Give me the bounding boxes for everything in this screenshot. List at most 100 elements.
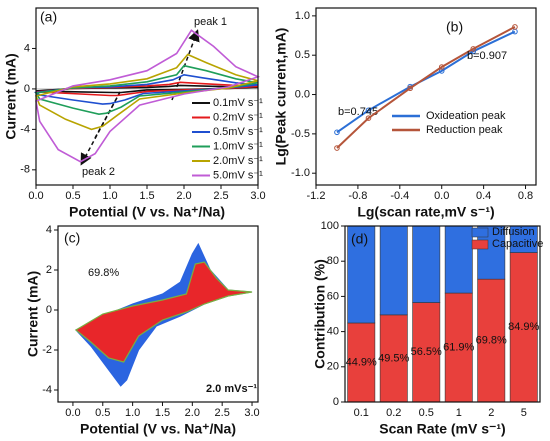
value-label: 56.5% bbox=[411, 346, 442, 358]
plot-frame bbox=[344, 225, 541, 403]
annotation: peak 1 bbox=[194, 16, 227, 28]
x-tick-label: 3.0 bbox=[250, 190, 265, 202]
legend-label: Reduction peak bbox=[426, 124, 503, 136]
panel-label: (d) bbox=[351, 231, 368, 247]
panel-label: (b) bbox=[446, 19, 463, 35]
x-tick-label: -0.4 bbox=[390, 190, 409, 202]
x-tick-label: 1.5 bbox=[139, 190, 154, 202]
y-tick-label: 4 bbox=[46, 224, 52, 236]
x-tick-label: 0.5 bbox=[65, 190, 80, 202]
cv-curve bbox=[34, 53, 259, 131]
plot-frame bbox=[315, 7, 537, 186]
y-tick-label: 80 bbox=[327, 255, 339, 267]
y-tick-label: 0 bbox=[333, 396, 339, 408]
x-tick-label: 2.0 bbox=[176, 190, 191, 202]
y-tick-label: 0 bbox=[24, 83, 30, 95]
x-tick-label: 5 bbox=[521, 407, 527, 419]
cv-curve bbox=[34, 64, 259, 116]
point bbox=[470, 46, 477, 52]
point bbox=[407, 85, 413, 92]
y-tick-label: 40 bbox=[327, 326, 339, 338]
x-tick-label: 1 bbox=[456, 407, 462, 419]
panel-label: (a) bbox=[40, 9, 57, 25]
value-label: 61.9% bbox=[443, 341, 474, 353]
bar-segment bbox=[347, 225, 376, 324]
y-tick-label: 100 bbox=[321, 220, 339, 232]
y-tick-label: 0.0 bbox=[295, 88, 310, 100]
x-tick-label: 1.5 bbox=[155, 407, 170, 419]
value-label: 84.9% bbox=[508, 321, 539, 333]
y-tick-label: -1.0 bbox=[291, 167, 310, 179]
fit-line bbox=[336, 26, 516, 149]
point bbox=[365, 115, 372, 121]
y-tick-label: 60 bbox=[327, 290, 339, 302]
value-label: 44.9% bbox=[346, 356, 377, 368]
y-tick-label: 4 bbox=[24, 42, 30, 54]
legend-label: Diffusion bbox=[492, 226, 535, 238]
x-tick-label: 0.2 bbox=[386, 407, 401, 419]
annotation: b=0.745 bbox=[338, 106, 378, 118]
legend-label: Capacitive bbox=[492, 238, 543, 250]
x-tick-label: 2.5 bbox=[215, 407, 230, 419]
panel-label: (c) bbox=[64, 230, 80, 246]
y-tick-label: 0 bbox=[46, 304, 52, 316]
annotation: peak 2 bbox=[82, 166, 115, 178]
point bbox=[438, 68, 445, 74]
x-tick-label: -1.2 bbox=[307, 190, 326, 202]
x-tick-label: 1.0 bbox=[102, 190, 117, 202]
bar-segment bbox=[412, 225, 441, 303]
x-tick-label: 2.0 bbox=[185, 407, 200, 419]
bar-segment bbox=[444, 225, 473, 294]
y-tick-label: -4 bbox=[20, 123, 30, 135]
annotation: 69.8% bbox=[88, 267, 119, 279]
y-axis-title: Contribution (%) bbox=[312, 259, 328, 369]
point bbox=[334, 145, 340, 151]
annotation: b=0.907 bbox=[467, 50, 507, 62]
y-tick-label: -4 bbox=[42, 384, 52, 396]
legend-label: 0.2mV s⁻¹ bbox=[213, 111, 263, 123]
y-tick-label: 20 bbox=[327, 361, 339, 373]
x-tick-label: 0.0 bbox=[65, 407, 80, 419]
x-tick-label: 0.5 bbox=[419, 407, 434, 419]
x-tick-label: 0.4 bbox=[476, 190, 491, 202]
legend-label: Oxideation peak bbox=[426, 110, 506, 122]
y-tick-label: -8 bbox=[20, 164, 30, 176]
x-tick-label: -0.8 bbox=[348, 190, 367, 202]
cv-curve bbox=[33, 73, 259, 105]
x-tick-label: 3.0 bbox=[244, 407, 259, 419]
bar-segment bbox=[477, 278, 506, 403]
plot-frame bbox=[35, 7, 259, 186]
point bbox=[365, 107, 372, 114]
x-tick-label: 0.8 bbox=[518, 190, 533, 202]
y-axis-title: Current (mA) bbox=[25, 271, 41, 357]
annotation: 2.0 mVs⁻¹ bbox=[206, 383, 257, 395]
point bbox=[512, 24, 518, 30]
bar-segment bbox=[509, 252, 538, 403]
y-tick-label: 2 bbox=[46, 264, 52, 276]
x-tick-label: 0.0 bbox=[28, 190, 43, 202]
bar-segment bbox=[347, 322, 376, 403]
y-tick-label: 0.5 bbox=[295, 49, 310, 61]
cv-area bbox=[74, 261, 253, 363]
x-axis-title: Potential (V vs. Na⁺/Na) bbox=[69, 204, 225, 220]
y-tick-label: -2 bbox=[42, 344, 52, 356]
value-label: 69.8% bbox=[476, 334, 507, 346]
x-axis-title: Lg(scan rate,mV s⁻¹) bbox=[357, 204, 494, 220]
cv-curve bbox=[35, 29, 261, 163]
bar-segment bbox=[444, 292, 473, 403]
cv-curve bbox=[35, 81, 259, 97]
y-tick-label: -0.5 bbox=[291, 128, 310, 140]
y-axis-title: Current (mA) bbox=[3, 53, 19, 139]
x-tick-label: 0.5 bbox=[95, 407, 110, 419]
value-label: 49.5% bbox=[378, 352, 409, 364]
legend-label: 2.0mV s⁻¹ bbox=[213, 155, 263, 167]
x-tick-label: 1.0 bbox=[125, 407, 140, 419]
x-tick-label: 0.1 bbox=[354, 407, 369, 419]
legend-label: 1.0mV s⁻¹ bbox=[213, 140, 263, 152]
legend-swatch bbox=[471, 239, 489, 250]
point bbox=[334, 129, 340, 136]
bar-segment bbox=[412, 302, 441, 403]
legend-label: 0.5mV s⁻¹ bbox=[213, 126, 263, 138]
y-axis-title: Lg(Peak current,mA) bbox=[273, 28, 289, 166]
